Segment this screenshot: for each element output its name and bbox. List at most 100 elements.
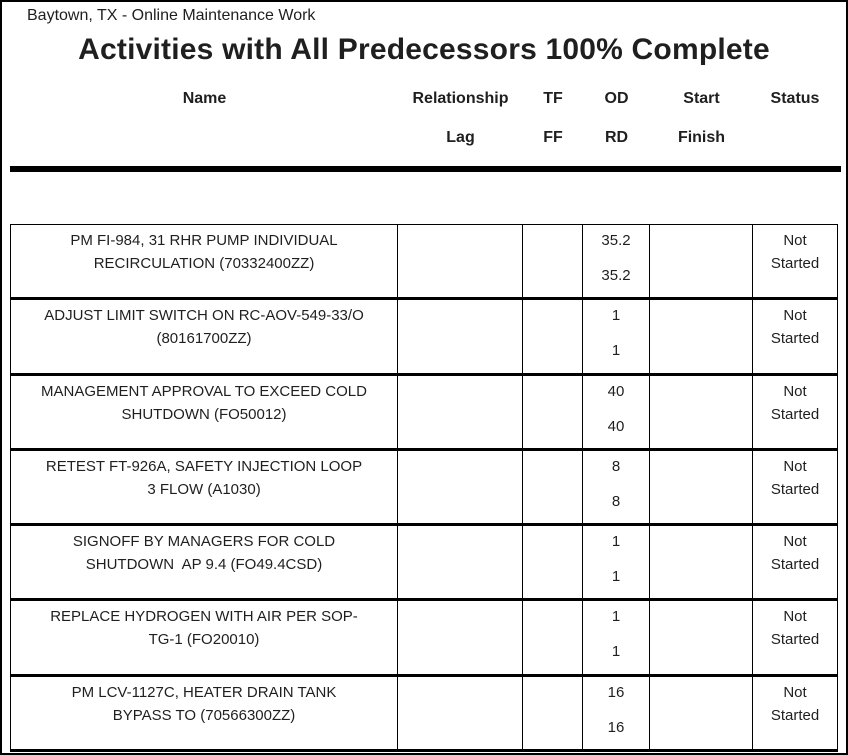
table-row: RETEST FT-926A, SAFETY INJECTION LOOP 3 … — [11, 450, 837, 527]
rd-value: 40 — [607, 417, 625, 435]
column-headers-row1: Name Relationship TF OD Start Status — [11, 90, 837, 108]
status-line1: Not — [783, 457, 807, 475]
cell-relationship-lag — [398, 676, 523, 749]
status-line1: Not — [783, 608, 807, 626]
column-header-status: Status — [770, 90, 820, 107]
column-headers-row2: Lag FF RD Finish — [11, 129, 837, 147]
column-header-tf: TF — [543, 90, 563, 107]
table-row: REPLACE HYDROGEN WITH AIR PER SOP- TG-1 … — [11, 601, 837, 677]
column-header-name: Name — [182, 90, 227, 107]
cell-od-rd: 1 1 — [583, 526, 650, 599]
activity-name-line1: SIGNOFF BY MANAGERS FOR COLD — [72, 533, 336, 551]
cell-start-finish — [650, 225, 753, 298]
status-line1: Not — [783, 533, 807, 551]
cell-status: Not Started — [753, 601, 837, 673]
od-value: 8 — [611, 457, 621, 475]
status-line2: Started — [770, 556, 820, 574]
cell-status: Not Started — [753, 526, 837, 598]
activity-name-line2: (80161700ZZ) — [156, 330, 252, 348]
status-line1: Not — [783, 307, 807, 325]
cell-activity-name: MANAGEMENT APPROVAL TO EXCEED COLD SHUTD… — [11, 375, 398, 448]
cell-start-finish — [650, 526, 753, 599]
activity-name-line2: TG-1 (FO20010) — [148, 631, 260, 649]
cell-relationship-lag — [398, 450, 523, 524]
cell-relationship-lag — [398, 526, 523, 599]
table-row: MANAGEMENT APPROVAL TO EXCEED COLD SHUTD… — [11, 375, 837, 451]
column-header-od: OD — [604, 90, 629, 107]
column-header-lag: Lag — [446, 129, 475, 146]
status-line1: Not — [783, 382, 807, 400]
column-header-finish: Finish — [677, 129, 726, 146]
column-header-ff: FF — [543, 129, 563, 146]
cell-od-rd: 8 8 — [583, 450, 650, 524]
cell-activity-name: PM FI-984, 31 RHR PUMP INDIVIDUAL RECIRC… — [11, 225, 398, 298]
cell-od-rd: 1 1 — [583, 601, 650, 674]
cell-status: Not Started — [753, 376, 837, 448]
cell-status: Not Started — [753, 451, 837, 523]
status-line1: Not — [783, 232, 807, 249]
activity-name-line1: MANAGEMENT APPROVAL TO EXCEED COLD — [41, 382, 367, 400]
activity-name-line2: 3 FLOW (A1030) — [147, 480, 261, 498]
od-value: 35.2 — [601, 232, 631, 249]
cell-start-finish — [650, 450, 753, 524]
column-header-start: Start — [683, 90, 720, 107]
column-header-rd: RD — [604, 129, 629, 146]
status-line2: Started — [770, 255, 820, 272]
rd-value: 1 — [611, 342, 621, 360]
cell-start-finish — [650, 375, 753, 448]
column-header-relationship: Relationship — [412, 90, 509, 107]
activity-name-line1: PM LCV-1127C, HEATER DRAIN TANK — [71, 683, 337, 701]
cell-activity-name: REPLACE HYDROGEN WITH AIR PER SOP- TG-1 … — [11, 601, 398, 674]
rd-value: 1 — [611, 643, 621, 661]
activity-name-line2: SHUTDOWN (FO50012) — [121, 405, 287, 423]
header-rule — [10, 166, 841, 172]
cell-od-rd: 16 16 — [583, 676, 650, 749]
rd-value: 8 — [611, 492, 621, 510]
cell-status: Not Started — [753, 300, 837, 372]
cell-activity-name: SIGNOFF BY MANAGERS FOR COLD SHUTDOWN AP… — [11, 526, 398, 599]
status-line2: Started — [770, 405, 820, 423]
cell-od-rd: 40 40 — [583, 375, 650, 448]
od-value: 1 — [611, 307, 621, 325]
cell-od-rd: 35.2 35.2 — [583, 225, 650, 298]
rd-value: 16 — [607, 718, 625, 736]
status-line2: Started — [770, 631, 820, 649]
od-value: 16 — [607, 683, 625, 701]
cell-activity-name: PM LCV-1127C, HEATER DRAIN TANK BYPASS T… — [11, 676, 398, 749]
column-header-name-blank — [11, 129, 398, 147]
rd-value: 35.2 — [601, 267, 631, 284]
cell-relationship-lag — [398, 225, 523, 298]
table-row: PM LCV-1127C, HEATER DRAIN TANK BYPASS T… — [11, 676, 837, 749]
od-value: 40 — [607, 382, 625, 400]
od-value: 1 — [611, 608, 621, 626]
status-line2: Started — [770, 330, 820, 348]
cell-relationship-lag — [398, 601, 523, 674]
cell-activity-name: RETEST FT-926A, SAFETY INJECTION LOOP 3 … — [11, 450, 398, 524]
cell-start-finish — [650, 601, 753, 674]
table-row: ADJUST LIMIT SWITCH ON RC-AOV-549-33/O (… — [11, 300, 837, 376]
cell-tf-ff — [523, 450, 583, 524]
cell-tf-ff — [523, 375, 583, 448]
page-title: Activities with All Predecessors 100% Co… — [78, 33, 770, 66]
cell-start-finish — [650, 676, 753, 749]
rd-value: 1 — [611, 568, 621, 586]
cell-relationship-lag — [398, 300, 523, 373]
activity-name-line1: ADJUST LIMIT SWITCH ON RC-AOV-549-33/O — [44, 307, 364, 325]
report-header-text: Baytown, TX - Online Maintenance Work — [27, 7, 316, 24]
cell-activity-name: ADJUST LIMIT SWITCH ON RC-AOV-549-33/O (… — [11, 300, 398, 373]
od-value: 1 — [611, 533, 621, 551]
status-line2: Started — [770, 480, 820, 498]
table-row: PM FI-984, 31 RHR PUMP INDIVIDUAL RECIRC… — [11, 225, 837, 301]
status-line1: Not — [783, 683, 807, 701]
activity-name-line2: BYPASS TO (70566300ZZ) — [112, 706, 296, 724]
cell-tf-ff — [523, 526, 583, 599]
cell-tf-ff — [523, 676, 583, 749]
activity-name-line1: REPLACE HYDROGEN WITH AIR PER SOP- — [50, 608, 358, 626]
cell-od-rd: 1 1 — [583, 300, 650, 373]
cell-tf-ff — [523, 300, 583, 373]
activity-name-line2: SHUTDOWN AP 9.4 (FO49.4CSD) — [85, 556, 323, 574]
cell-status: Not Started — [753, 677, 837, 749]
cell-tf-ff — [523, 225, 583, 298]
cell-status: Not Started — [753, 225, 837, 297]
cell-tf-ff — [523, 601, 583, 674]
